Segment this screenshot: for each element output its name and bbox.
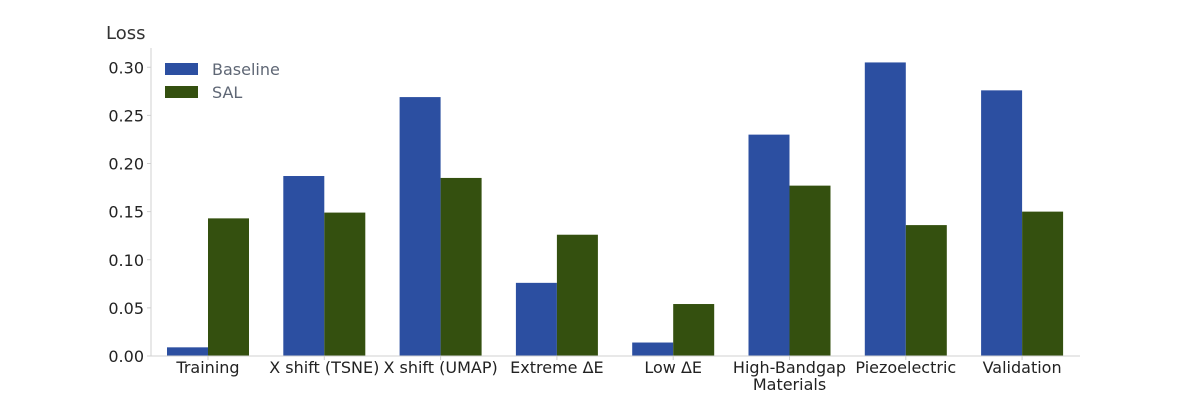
bar-baseline-7 [981, 90, 1023, 356]
y-tick-label: 0.15 [108, 203, 144, 222]
bar-baseline-5 [748, 134, 790, 356]
y-axis: 0.00 0.05 0.10 0.15 0.20 0.25 0.30 [108, 58, 151, 366]
y-tick-label: 0.25 [108, 106, 144, 125]
legend-swatch-sal [165, 86, 198, 98]
y-tick-label: 0.30 [108, 58, 144, 77]
x-tick-label: High-Bandgap [733, 358, 846, 377]
bar-sal-6 [905, 225, 947, 356]
x-tick-label: X shift (UMAP) [383, 358, 497, 377]
y-tick-label: 0.10 [108, 251, 144, 270]
bar-series-group [167, 62, 1064, 357]
bar-baseline-1 [283, 176, 325, 356]
legend-label-baseline: Baseline [212, 60, 280, 79]
bar-sal-7 [1022, 211, 1064, 356]
x-tick-label: Piezoelectric [855, 358, 956, 377]
legend-swatch-baseline [165, 63, 198, 75]
bar-baseline-3 [515, 282, 557, 356]
x-tick-label: Low ΔE [644, 358, 702, 377]
x-tick-label: Training [175, 358, 239, 377]
bar-sal-2 [440, 177, 482, 356]
x-axis: Training X shift (TSNE) X shift (UMAP) Extr… [175, 356, 1062, 394]
x-tick-label: X shift (TSNE) [269, 358, 379, 377]
bar-baseline-4 [632, 342, 674, 356]
x-tick-label: Validation [983, 358, 1062, 377]
y-tick-label: 0.20 [108, 155, 144, 174]
bar-sal-0 [208, 218, 249, 356]
bar-sal-3 [556, 234, 598, 356]
y-tick-label: 0.00 [108, 347, 144, 366]
bar-sal-5 [789, 185, 831, 356]
legend: Baseline SAL [165, 60, 280, 102]
bar-sal-1 [324, 212, 366, 356]
y-tick-label: 0.05 [108, 299, 144, 318]
x-tick-label: Extreme ΔE [510, 358, 604, 377]
bar-baseline-0 [167, 347, 208, 356]
y-axis-label: Loss [106, 23, 145, 44]
bar-baseline-6 [864, 62, 906, 356]
bar-baseline-2 [399, 97, 441, 357]
legend-label-sal: SAL [212, 83, 242, 102]
bar-sal-4 [673, 304, 715, 356]
x-tick-label: Materials [753, 375, 826, 394]
